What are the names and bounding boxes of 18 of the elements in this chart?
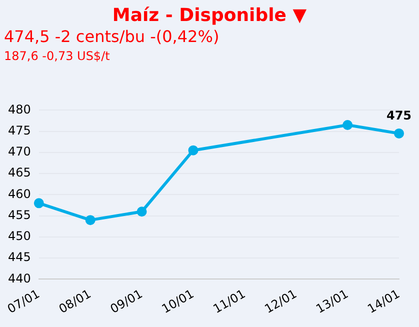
- y-tick-label: 440: [8, 271, 31, 286]
- y-tick-label: 445: [8, 250, 31, 264]
- point: [188, 145, 198, 156]
- y-tick-label: 455: [8, 208, 31, 222]
- point: [34, 198, 44, 208]
- y-tick-label: 480: [8, 102, 31, 116]
- data-label: 475: [386, 108, 412, 122]
- y-tick-label: 460: [8, 186, 31, 201]
- point: [342, 120, 353, 130]
- y-tick-label: 470: [8, 144, 31, 159]
- chart-subtitle: 474,5 -2 cents/bu -(0,42%) 187,6 -0,73 US$/t: [4, 27, 220, 65]
- point: [136, 206, 147, 217]
- point: [394, 128, 404, 138]
- y-tick-label: 465: [8, 166, 31, 180]
- chart-title: Maíz - Disponible ▼: [111, 5, 308, 27]
- point: [85, 215, 96, 226]
- y-tick-label: 450: [8, 229, 31, 244]
- y-tick-label: 475: [8, 123, 31, 138]
